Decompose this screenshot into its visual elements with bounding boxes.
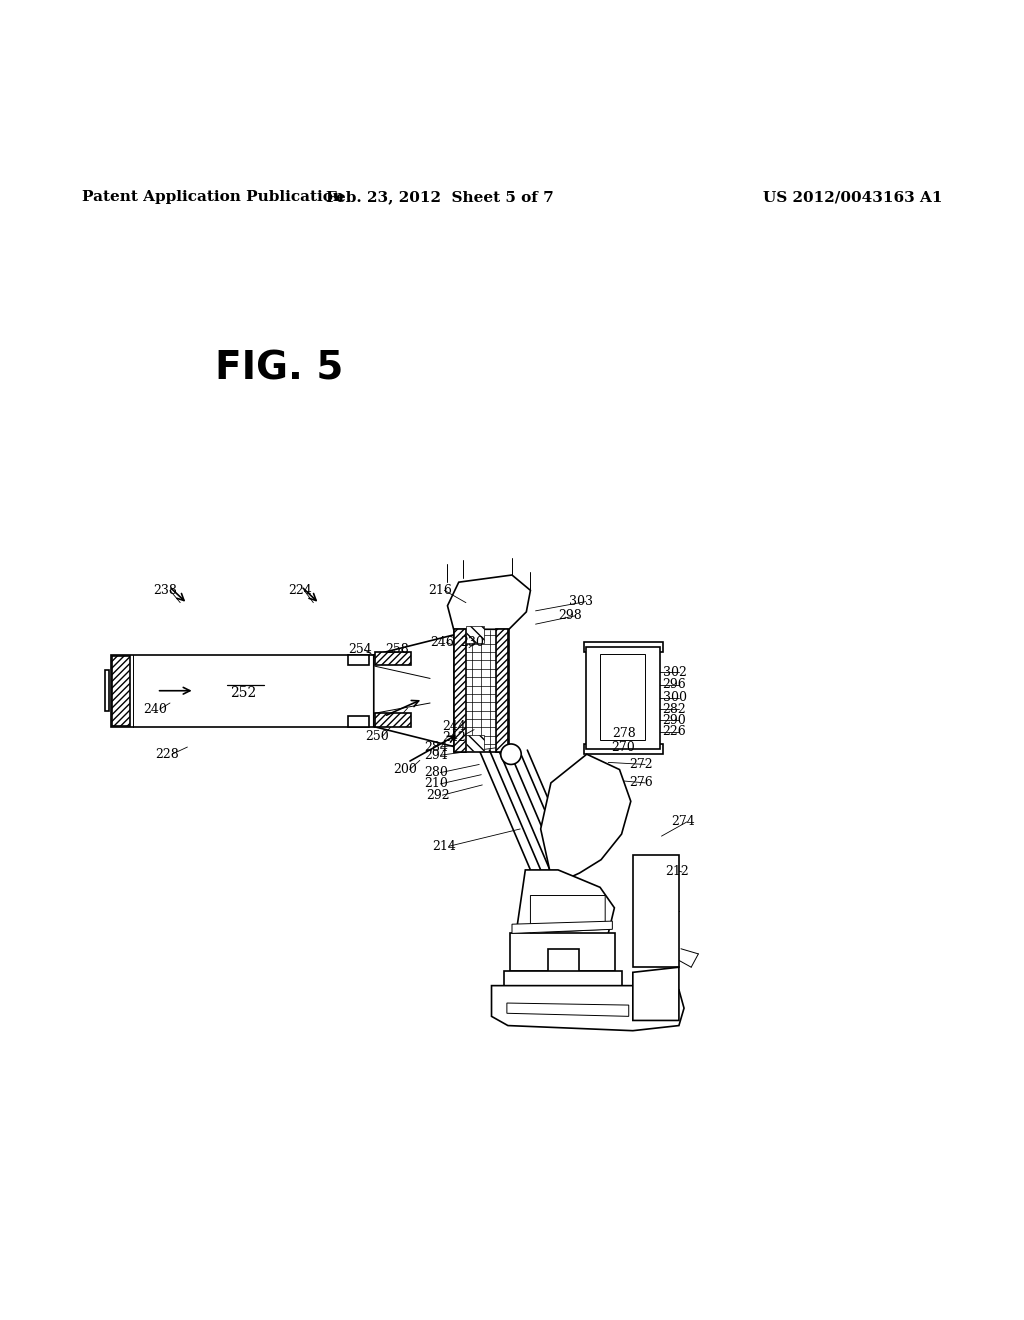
Text: 300: 300	[663, 692, 686, 705]
Polygon shape	[348, 717, 369, 726]
Polygon shape	[348, 655, 369, 665]
Text: 254: 254	[348, 643, 372, 656]
Text: 240: 240	[143, 702, 167, 715]
Text: 278: 278	[612, 727, 636, 741]
Polygon shape	[633, 968, 679, 1020]
Polygon shape	[111, 655, 374, 726]
Polygon shape	[556, 767, 587, 870]
Bar	[375, 713, 411, 726]
Polygon shape	[586, 647, 660, 748]
Text: Patent Application Publication: Patent Application Publication	[82, 190, 344, 205]
Text: 290: 290	[663, 714, 686, 727]
Polygon shape	[504, 972, 622, 986]
Text: 292: 292	[426, 788, 450, 801]
Polygon shape	[633, 854, 679, 968]
Polygon shape	[541, 754, 631, 886]
Text: 258: 258	[385, 643, 409, 656]
Polygon shape	[454, 630, 509, 752]
Text: 280: 280	[424, 766, 447, 779]
Polygon shape	[105, 671, 109, 711]
Text: 272: 272	[629, 758, 652, 771]
Text: 274: 274	[671, 816, 694, 828]
Text: US 2012/0043163 A1: US 2012/0043163 A1	[763, 190, 942, 205]
Circle shape	[501, 744, 521, 764]
Text: 212: 212	[666, 866, 689, 879]
Polygon shape	[506, 986, 618, 994]
Text: 242: 242	[442, 731, 466, 744]
Text: 276: 276	[629, 776, 652, 789]
Text: 230: 230	[460, 636, 483, 649]
Polygon shape	[374, 635, 456, 747]
Polygon shape	[507, 1003, 629, 1016]
Polygon shape	[530, 895, 605, 933]
Polygon shape	[510, 933, 615, 972]
Text: 298: 298	[558, 610, 582, 623]
Text: 296: 296	[663, 678, 686, 692]
Bar	[496, 630, 508, 752]
Bar	[454, 630, 466, 752]
Polygon shape	[447, 576, 530, 630]
Polygon shape	[584, 642, 663, 652]
Text: 294: 294	[424, 748, 447, 762]
Bar	[112, 656, 130, 726]
Polygon shape	[600, 653, 645, 741]
Text: 216: 216	[428, 583, 452, 597]
Polygon shape	[517, 870, 614, 949]
Text: 284: 284	[424, 741, 447, 754]
Bar	[466, 626, 484, 643]
Text: 282: 282	[663, 702, 686, 715]
Bar	[466, 735, 484, 751]
Text: 200: 200	[393, 763, 417, 776]
Polygon shape	[492, 986, 684, 1031]
Text: 303: 303	[569, 595, 593, 609]
Text: 210: 210	[424, 777, 447, 791]
Text: 270: 270	[611, 741, 635, 754]
Text: 252: 252	[229, 686, 256, 700]
Text: 224: 224	[288, 583, 311, 597]
Text: 250: 250	[366, 730, 389, 743]
Text: 228: 228	[156, 747, 179, 760]
Text: Feb. 23, 2012  Sheet 5 of 7: Feb. 23, 2012 Sheet 5 of 7	[327, 190, 554, 205]
Polygon shape	[584, 744, 663, 754]
Text: 244: 244	[442, 721, 466, 733]
Text: FIG. 5: FIG. 5	[215, 350, 343, 387]
Text: 246: 246	[430, 636, 454, 649]
Polygon shape	[512, 921, 612, 933]
Text: 214: 214	[432, 840, 456, 853]
Text: 302: 302	[663, 665, 686, 678]
Bar	[375, 652, 411, 665]
Text: 226: 226	[663, 725, 686, 738]
Text: 238: 238	[154, 583, 177, 597]
